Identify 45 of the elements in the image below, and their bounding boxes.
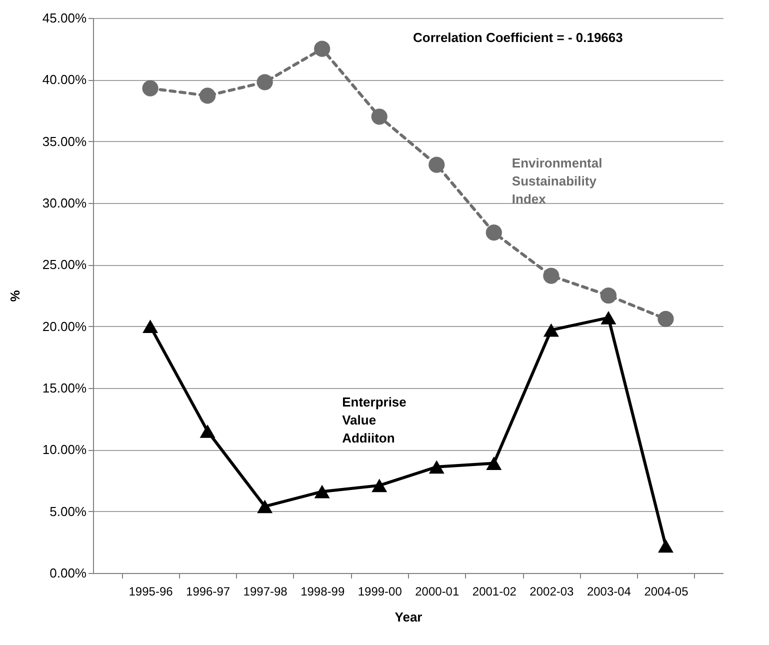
point: [142, 320, 158, 334]
y-tick-label: 35.00%: [42, 134, 87, 149]
point: [314, 40, 330, 57]
x-tick-label: 1997-98: [243, 584, 288, 598]
point: [428, 156, 445, 173]
text: Enterprise Value Addiiton: [342, 394, 406, 446]
point: [372, 478, 388, 492]
y-tick-label: 30.00%: [42, 196, 87, 210]
point: [142, 80, 158, 96]
point: [600, 310, 616, 324]
point: [543, 268, 560, 284]
x-axis-title: Year: [394, 610, 422, 624]
y-tick-label: 5.00%: [50, 504, 87, 519]
point: [658, 310, 674, 327]
point: [371, 108, 388, 125]
series-label: Environmental Sustainability Index: [512, 156, 602, 207]
point: [314, 484, 330, 498]
point: [486, 224, 502, 241]
point: [428, 460, 444, 474]
x-tick-label: 2003-04: [586, 584, 632, 598]
x-tick-label: 1996-97: [186, 584, 230, 598]
point: [486, 456, 502, 470]
point: [600, 287, 617, 304]
point: [200, 424, 216, 438]
annotation: Correlation Coefficient = - 0.19663: [413, 30, 623, 45]
point: [658, 539, 674, 553]
x-tick-label: 1999-00: [358, 584, 402, 598]
point: [256, 74, 273, 90]
x-tick-label: 2000-01: [415, 584, 460, 598]
x-tick-label: 2004-05: [644, 584, 689, 598]
x-tick-label: 1995-96: [128, 584, 174, 598]
y-tick-label: 45.00%: [42, 10, 87, 26]
y-tick-label: 40.00%: [42, 72, 87, 88]
point: [199, 88, 216, 104]
point: [543, 323, 559, 337]
point: [257, 500, 273, 514]
y-axis-title: %: [7, 290, 22, 302]
y-tick-label: 20.00%: [42, 318, 87, 334]
x-tick-label: 1998-99: [300, 584, 345, 598]
x-tick-label: 2002-03: [530, 584, 574, 598]
x-tick-label: 2001-02: [472, 584, 517, 598]
y-tick-label: 15.00%: [42, 380, 87, 396]
y-tick-label: 0.00%: [50, 566, 87, 580]
y-tick-label: 25.00%: [42, 257, 87, 272]
y-tick-label: 10.00%: [42, 442, 87, 458]
